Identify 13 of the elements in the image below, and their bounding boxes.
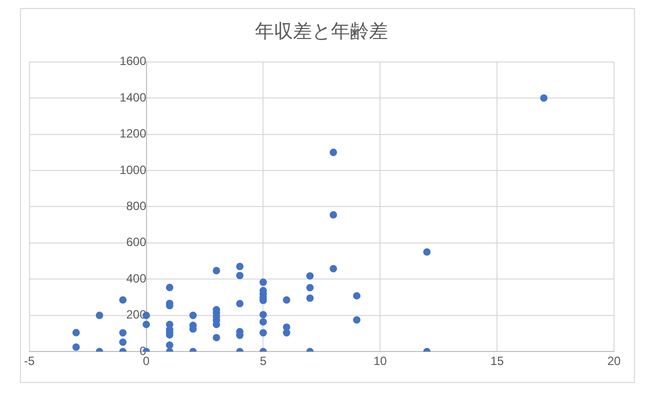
x-tick-label: 20: [607, 354, 621, 368]
y-tick-label: 800: [126, 199, 147, 214]
y-tick-label: 1400: [120, 90, 147, 104]
y-tick-label: 1000: [120, 162, 147, 177]
y-tick-label: 1200: [120, 126, 147, 141]
y-tick-label: 1600: [120, 54, 147, 68]
x-tick-label: 5: [260, 354, 267, 368]
x-tick-label: 15: [490, 354, 504, 368]
y-tick-label: 400: [126, 271, 147, 286]
x-tick-label: -5: [24, 354, 35, 368]
x-tick-label: 10: [373, 354, 388, 368]
chart-title: 年収差と年齢差: [255, 20, 388, 42]
y-tick-label: 600: [126, 235, 147, 250]
